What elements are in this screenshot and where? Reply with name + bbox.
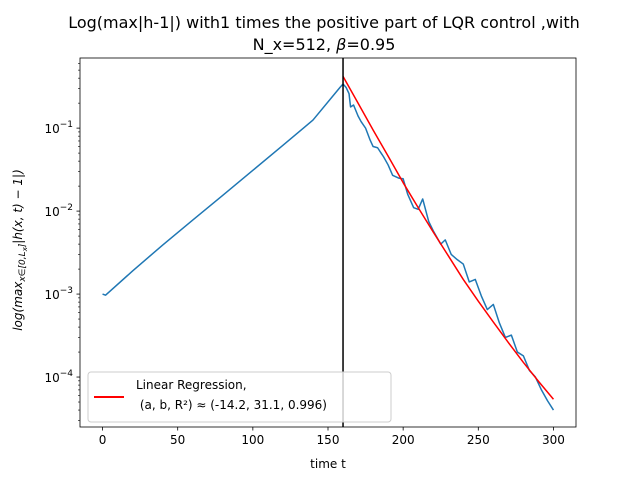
legend: Linear Regression, (a, b, R²) ≈ (-14.2, … — [87, 371, 392, 423]
y-axis-label: log(maxx∈[0,Lx]|h(x, t) − 1|) — [11, 169, 29, 331]
y-axis-label-pre: log(max — [11, 281, 25, 331]
legend-box — [87, 371, 392, 423]
y-axis-label-sub: x∈[0,L — [18, 251, 28, 282]
y-tick-label: 10−3 — [44, 286, 73, 302]
x-tick-label: 200 — [392, 433, 415, 447]
x-tick-label: 300 — [542, 433, 565, 447]
x-tick-label: 50 — [170, 433, 185, 447]
legend-label-line2: (a, b, R²) ≈ (-14.2, 31.1, 0.996) — [136, 398, 327, 412]
legend-label-line1: Linear Regression, — [136, 378, 247, 392]
y-axis-label-post: |h(x, t) − 1|) — [11, 169, 25, 244]
x-tick-label: 150 — [317, 433, 340, 447]
x-tick-label: 250 — [467, 433, 490, 447]
chart-subtitle-suffix: =0.95 — [346, 35, 395, 54]
y-axis-ticks: 10−4 10−3 10−2 10−1 — [44, 63, 80, 421]
x-tick-label: 0 — [99, 433, 107, 447]
y-tick-label: 10−2 — [44, 203, 73, 219]
chart-subtitle: N_x=512, β=0.95 — [253, 35, 396, 55]
x-axis-label: time t — [310, 457, 346, 471]
x-tick-label: 100 — [241, 433, 264, 447]
plot-marks — [102, 58, 555, 427]
y-axis-label-sub-close: ] — [18, 243, 28, 248]
x-axis-ticks: 0 50 100 150 200 250 300 — [99, 427, 565, 447]
chart-title: Log(max|h-1|) with1 times the positive p… — [68, 13, 580, 32]
y-tick-label: 10−1 — [44, 120, 73, 136]
y-tick-label: 10−4 — [44, 369, 73, 385]
chart-subtitle-symbol: β — [335, 35, 346, 54]
series-line-2 — [342, 76, 555, 400]
y-axis-label-subsub: x — [21, 246, 29, 252]
chart-subtitle-prefix: N_x=512, — [253, 35, 337, 55]
